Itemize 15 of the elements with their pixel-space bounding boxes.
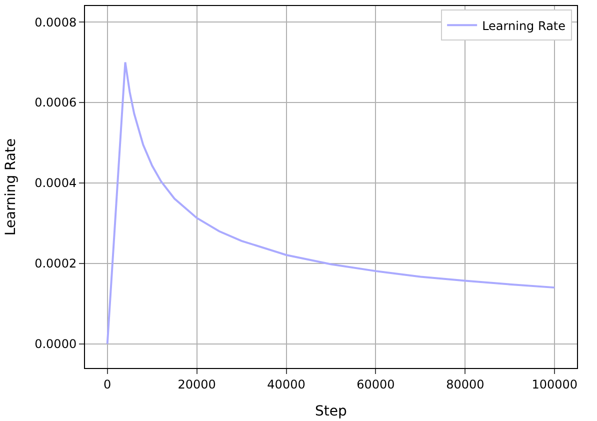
x-tick-label: 20000 <box>178 377 216 392</box>
y-tick-label: 0.0002 <box>34 256 77 271</box>
y-tick-label: 0.0008 <box>34 15 77 30</box>
line-series <box>106 61 556 345</box>
y-tick-label: 0.0006 <box>34 96 77 110</box>
y-tick-label: 0.0004 <box>34 176 77 190</box>
x-tick-label: 80000 <box>446 377 484 392</box>
x-tick-label: 40000 <box>267 377 306 392</box>
x-tick-label: 0 <box>104 377 112 392</box>
x-tick-label: 60000 <box>356 377 395 392</box>
legend-label: Learning Rate <box>482 18 566 33</box>
x-tick-label: 100000 <box>532 377 578 392</box>
x-axis-title: Step <box>315 404 348 420</box>
y-axis-title: Learning Rate <box>3 138 20 236</box>
y-tick-label: 0.0000 <box>34 337 77 352</box>
